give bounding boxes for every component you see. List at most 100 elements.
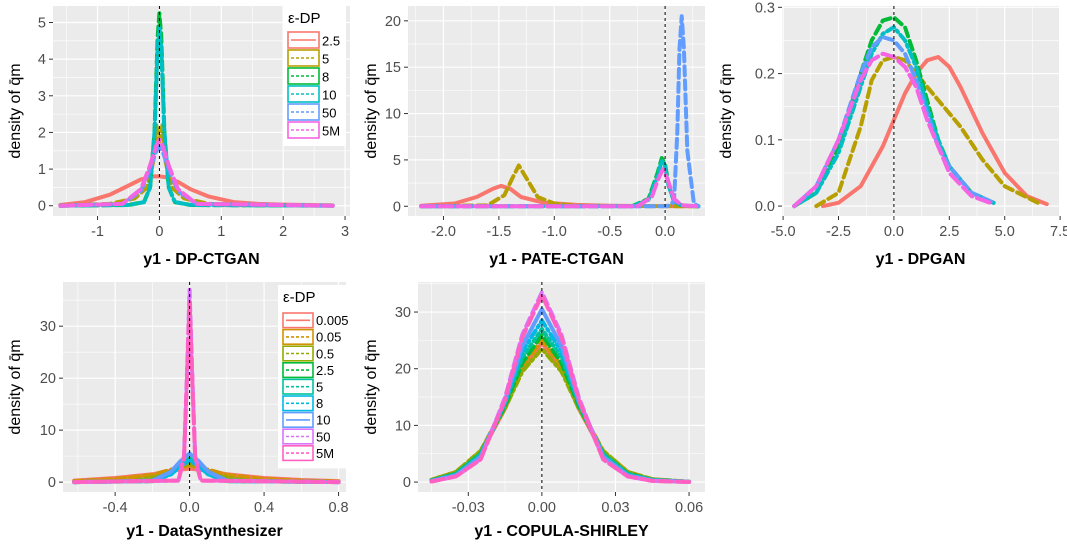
series-line-dpgan-2.5 xyxy=(821,55,1049,209)
x-tick-label: -1 xyxy=(91,224,104,240)
panel-pate-ctgan: -2.0 -1.5 -1.0 -0.5 0.0 0 5 10 15 20 y1 - PATE-CTG… xyxy=(363,6,705,268)
y-axis-title: density of q̄m xyxy=(363,339,380,434)
legend-label: 2.5 xyxy=(322,34,340,49)
y-tick-label: 0 xyxy=(48,475,56,491)
x-tick-label: 0.00 xyxy=(528,500,556,516)
x-tick-label: 0.0 xyxy=(884,224,904,240)
y-tick-label: 0.0 xyxy=(755,199,775,215)
x-tick-label: -1.5 xyxy=(486,224,511,240)
y-tick-label: 20 xyxy=(395,362,411,378)
legend-entry: 5 xyxy=(282,378,323,395)
x-tick-label: -1.0 xyxy=(542,224,567,240)
y-tick-label: 5 xyxy=(393,153,401,169)
legend-label: 50 xyxy=(322,106,336,121)
legend-label: 8 xyxy=(322,70,329,85)
y-tick-label: 0.1 xyxy=(755,133,775,149)
y-tick-label: 20 xyxy=(385,14,401,30)
y-axis-title: density of q̄m xyxy=(7,339,24,434)
x-tick-label: -2.5 xyxy=(826,224,851,240)
x-tick-label: 2.5 xyxy=(939,224,959,240)
legend-title: ε-DP xyxy=(288,10,321,27)
legend-entry: 2.5 xyxy=(282,361,334,379)
x-tick-label: -2.0 xyxy=(431,224,456,240)
y-tick-label: 15 xyxy=(385,60,401,76)
y-tick-label: 30 xyxy=(395,305,411,321)
legend-label: 8 xyxy=(316,396,323,411)
y-axis-title: density of q̄m xyxy=(7,63,24,158)
legend-label: 0.5 xyxy=(316,346,334,361)
y-tick-label: 0 xyxy=(393,199,401,215)
legend-entry: 5 xyxy=(287,49,329,67)
series-line-dp-ctgan-10 xyxy=(58,26,335,208)
legend-title: ε-DP xyxy=(283,289,316,306)
legend-label: 10 xyxy=(316,413,330,428)
y-tick-label: 10 xyxy=(385,107,401,123)
x-tick-label: -0.5 xyxy=(597,224,622,240)
panel-copula-shirley: -0.03 0.00 0.03 0.06 0 10 20 30 y1 - COPULA-SHIR… xyxy=(363,282,705,540)
x-axis-title: y1 - DataSynthesizer xyxy=(126,523,283,540)
legend-entry: 50 xyxy=(287,103,336,121)
series-line-pate-ctgan-50 xyxy=(419,14,701,209)
series-group xyxy=(419,14,701,209)
panel-dpgan: -5.0 -2.5 0.0 2.5 5.0 7.5 0.0 0.1 0.2 0.3 y1 - DPG… xyxy=(718,0,1067,268)
series-line-pate-ctgan-5M xyxy=(419,167,701,209)
y-tick-label: 10 xyxy=(40,423,56,439)
y-tick-label: 20 xyxy=(40,371,56,387)
series-group xyxy=(792,15,1049,209)
y-tick-label: 1 xyxy=(38,162,46,178)
x-tick-label: 0.4 xyxy=(254,500,274,516)
legend: ε-DP2.5 5 8 10 50 5M xyxy=(283,6,346,146)
y-tick-label: 0 xyxy=(403,475,411,491)
x-tick-label: 7.5 xyxy=(1050,224,1067,240)
series-line-copula-shirley-5M xyxy=(429,293,692,484)
legend-label: 5M xyxy=(322,124,340,139)
legend-label: 10 xyxy=(322,88,336,103)
legend-entry: 0.5 xyxy=(282,345,334,362)
y-tick-label: 4 xyxy=(38,52,46,68)
legend-label: 2.5 xyxy=(316,363,334,378)
x-axis-title: y1 - DP-CTGAN xyxy=(143,251,259,268)
y-tick-label: 0.3 xyxy=(755,0,775,16)
series-group xyxy=(429,290,692,484)
legend-entry: 10 xyxy=(282,411,330,429)
series-line-datasynthesizer-10 xyxy=(72,451,341,485)
x-tick-label: 0.0 xyxy=(180,500,200,516)
x-tick-label: 2 xyxy=(279,224,287,240)
panel-dp-ctgan: -1 0 1 2 3 0 1 2 3 4 5 y1 - DP-CTGAN density of q̄m ε… xyxy=(7,6,350,268)
x-tick-label: -5.0 xyxy=(771,224,796,240)
legend-label: 5 xyxy=(316,380,323,395)
x-tick-label: 0 xyxy=(155,224,163,240)
y-tick-label: 30 xyxy=(40,319,56,335)
legend-label: 0.005 xyxy=(316,313,349,328)
x-tick-label: 3 xyxy=(341,224,349,240)
y-tick-label: 5 xyxy=(38,15,46,31)
legend-entry: 2.5 xyxy=(287,31,340,49)
legend-entry: 0.005 xyxy=(282,312,349,329)
legend-entry: 10 xyxy=(287,85,336,103)
legend-entry: 50 xyxy=(282,428,330,445)
y-tick-label: 2 xyxy=(38,125,46,141)
x-axis-title: y1 - DPGAN xyxy=(876,251,966,268)
panel-background xyxy=(408,6,705,216)
y-tick-label: 3 xyxy=(38,89,46,105)
legend-entry: 0.05 xyxy=(282,328,341,346)
panel-datasynthesizer: -0.4 0.0 0.4 0.8 0 10 20 30 y1 - DataSynthesizer… xyxy=(7,282,349,540)
legend-entry: 5M xyxy=(282,444,334,462)
y-axis-title: density of q̄m xyxy=(363,63,380,158)
x-tick-label: -0.03 xyxy=(452,500,485,516)
legend-entry: 8 xyxy=(282,395,323,412)
y-tick-label: 0 xyxy=(38,199,46,215)
y-axis-title: density of q̄m xyxy=(718,63,735,158)
legend-entry: 8 xyxy=(287,67,329,85)
legend-label: 50 xyxy=(316,429,330,444)
y-tick-label: 10 xyxy=(395,418,411,434)
legend-entry: 5M xyxy=(287,121,340,139)
x-tick-label: 0.8 xyxy=(328,500,348,516)
legend-label: 5 xyxy=(322,52,329,67)
x-tick-label: 0.0 xyxy=(655,224,675,240)
series-line-datasynthesizer-5M xyxy=(72,298,341,485)
legend-label: 0.05 xyxy=(316,330,341,345)
x-axis-title: y1 - COPULA-SHIRLEY xyxy=(474,523,649,540)
